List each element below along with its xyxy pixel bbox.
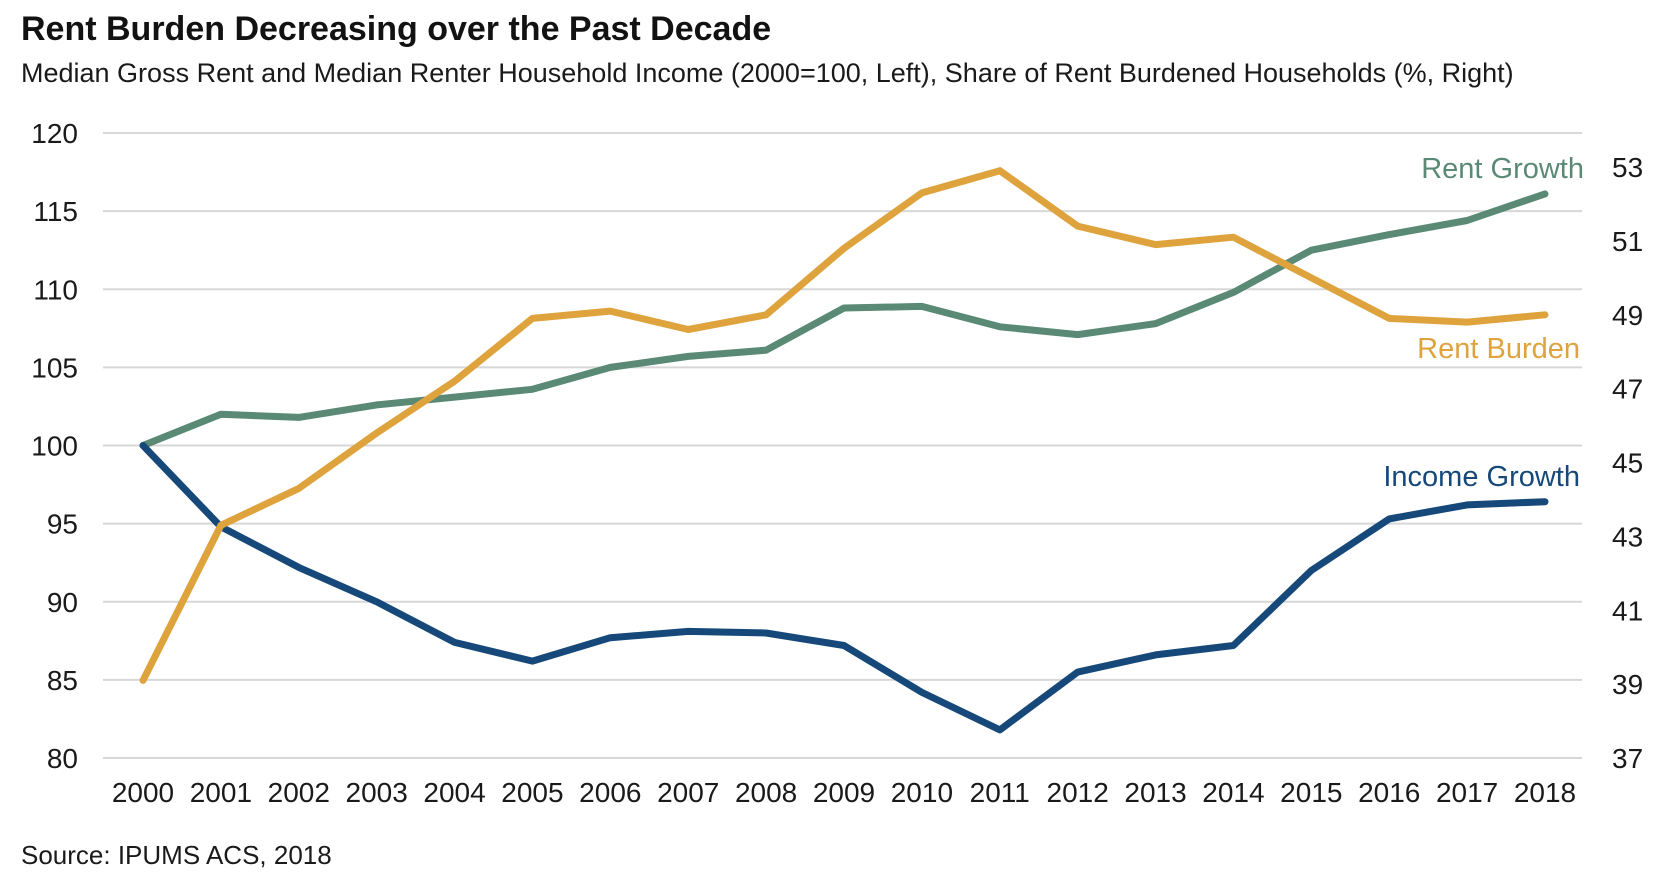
- x-axis-tick: 2015: [1280, 777, 1342, 808]
- rent-burden-label: Rent Burden: [1417, 333, 1580, 365]
- x-axis-tick: 2000: [112, 777, 174, 808]
- left-axis-tick: 95: [47, 509, 78, 540]
- right-axis-tick: 53: [1612, 152, 1643, 183]
- x-axis-tick: 2018: [1514, 777, 1576, 808]
- x-axis-tick: 2009: [813, 777, 875, 808]
- left-axis-tick: 115: [33, 196, 78, 227]
- left-axis-tick: 120: [31, 118, 78, 149]
- income-growth-label: Income Growth: [1383, 461, 1580, 493]
- left-axis-tick: 110: [33, 274, 78, 305]
- income-growth-line: [139, 442, 1549, 734]
- right-axis-tick: 37: [1612, 743, 1643, 774]
- rent-growth-line: [139, 190, 1549, 449]
- x-axis-tick: 2008: [735, 777, 797, 808]
- x-axis-tick: 2012: [1047, 777, 1109, 808]
- left-axis-tick: 85: [47, 665, 78, 696]
- left-axis-ticks: 80 85 90 95 100 105 110 115 120: [31, 118, 78, 774]
- x-axis-tick: 2004: [423, 777, 485, 808]
- right-axis-tick: 47: [1612, 374, 1643, 405]
- x-axis-tick: 2013: [1124, 777, 1186, 808]
- right-axis-tick: 43: [1612, 521, 1643, 552]
- x-axis-tick: 2007: [657, 777, 719, 808]
- page-subtitle: Median Gross Rent and Median Renter Hous…: [21, 58, 1514, 88]
- rent-burden-line: [139, 167, 1549, 684]
- chart-gridlines: [103, 132, 1582, 759]
- x-axis-tick: 2016: [1358, 777, 1420, 808]
- rent-growth-label: Rent Growth: [1421, 153, 1584, 185]
- left-axis-tick: 80: [47, 743, 78, 774]
- right-axis-tick: 45: [1612, 448, 1643, 479]
- right-axis-tick: 39: [1612, 669, 1643, 700]
- x-axis-tick: 2002: [268, 777, 330, 808]
- left-axis-tick: 100: [31, 431, 78, 462]
- page-title: Rent Burden Decreasing over the Past Dec…: [21, 10, 772, 48]
- x-axis-tick: 2005: [501, 777, 563, 808]
- right-axis-ticks: 37 39 41 43 45 47 49 51 53: [1612, 152, 1643, 774]
- left-axis-tick: 105: [31, 352, 78, 383]
- x-axis-tick: 2006: [579, 777, 641, 808]
- source-note: Source: IPUMS ACS, 2018: [21, 840, 332, 870]
- left-axis-tick: 90: [47, 587, 78, 618]
- x-axis-tick: 2003: [346, 777, 408, 808]
- right-axis-tick: 41: [1612, 595, 1643, 626]
- x-axis-tick: 2014: [1202, 777, 1264, 808]
- x-axis-tick: 2001: [190, 777, 252, 808]
- x-axis-ticks: 2000 2001 2002 2003 2004 2005 2006 2007 2008 2009…: [112, 777, 1576, 808]
- x-axis-tick: 2010: [891, 777, 953, 808]
- x-axis-tick: 2017: [1436, 777, 1498, 808]
- right-axis-tick: 49: [1612, 300, 1643, 331]
- right-axis-tick: 51: [1612, 226, 1643, 257]
- x-axis-tick: 2011: [970, 777, 1030, 808]
